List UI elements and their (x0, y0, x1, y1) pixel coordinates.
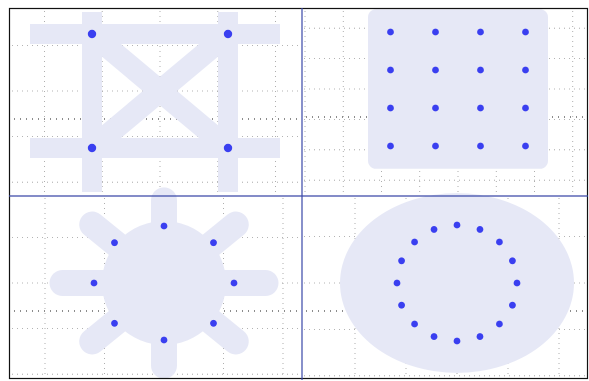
constellation-point (477, 104, 484, 112)
constellation-point (476, 333, 484, 340)
constellation-point (509, 301, 516, 309)
constellation-point (513, 279, 521, 287)
constellation-point (398, 257, 405, 265)
constellation-point (223, 143, 233, 153)
constellation-point (90, 279, 98, 287)
constellation-point (160, 336, 168, 344)
panel-top-right (304, 9, 586, 194)
constellation-point (432, 142, 439, 150)
constellation-point (387, 66, 394, 74)
constellation-point (430, 226, 438, 233)
constellation-point (477, 66, 484, 74)
constellation-point (522, 66, 529, 74)
panel-top-left (12, 11, 300, 194)
noise-cloud (340, 193, 574, 373)
constellation-point (111, 239, 118, 247)
constellation-point (453, 337, 461, 345)
constellation-point (393, 279, 401, 287)
constellation-point (111, 319, 118, 327)
constellation-point (430, 333, 438, 340)
constellation-point (87, 143, 97, 153)
noise-band-diagonal (84, 25, 236, 157)
constellation-point (476, 226, 484, 233)
constellation-point (509, 257, 516, 265)
noise-cloud (368, 9, 548, 169)
constellation-point (223, 29, 233, 39)
constellation-point (210, 239, 217, 247)
constellation-point (87, 29, 97, 39)
noise-band-horizontal (30, 24, 280, 44)
constellation-point (522, 142, 529, 150)
constellation-point (210, 319, 217, 327)
constellation-point (387, 104, 394, 112)
figure-frame (8, 7, 589, 380)
constellation-point (230, 279, 238, 287)
constellation-point (411, 238, 418, 246)
constellation-point (477, 28, 484, 36)
constellation-point (160, 222, 168, 230)
constellation-point (522, 28, 529, 36)
constellation-point (432, 66, 439, 74)
constellation-point (496, 320, 503, 328)
constellation-point (477, 142, 484, 150)
constellation-point (432, 28, 439, 36)
constellation-point (411, 320, 418, 328)
constellation-point (387, 28, 394, 36)
noise-band-horizontal (30, 138, 280, 158)
constellation-point (398, 301, 405, 309)
constellation-point (387, 142, 394, 150)
constellation-point (522, 104, 529, 112)
constellation-point (496, 238, 503, 246)
noise-spoke (151, 270, 249, 355)
panel-bottom-left (12, 187, 300, 379)
panel-bottom-right (304, 193, 586, 378)
constellation-point (432, 104, 439, 112)
constellation-point (453, 221, 461, 229)
